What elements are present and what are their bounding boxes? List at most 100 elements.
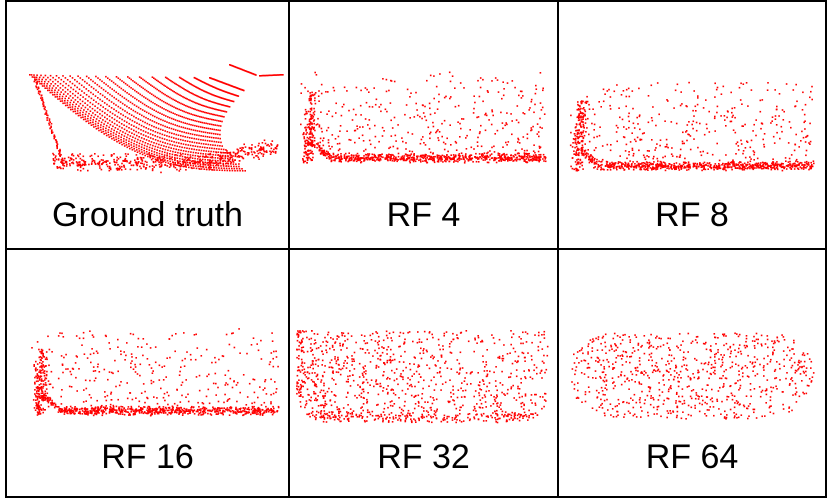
point (181, 110, 184, 112)
point (399, 158, 402, 161)
point (692, 109, 694, 112)
point (755, 119, 757, 121)
point (323, 151, 326, 154)
point (616, 84, 618, 86)
point (173, 137, 175, 139)
point (439, 157, 442, 160)
point (161, 113, 163, 115)
point (271, 74, 273, 77)
point (222, 110, 225, 112)
point (56, 96, 58, 98)
point (193, 101, 196, 104)
point (117, 163, 119, 166)
point (700, 164, 702, 167)
point (680, 166, 682, 169)
point (220, 165, 222, 167)
point (596, 168, 599, 170)
point (573, 168, 575, 171)
point (625, 88, 628, 91)
point (638, 115, 641, 118)
point (106, 98, 108, 100)
point (218, 115, 220, 117)
point (128, 137, 131, 140)
point (542, 87, 544, 90)
point (343, 154, 346, 156)
point (689, 148, 692, 151)
point (248, 153, 250, 155)
point (167, 407, 170, 409)
point (135, 161, 137, 163)
point (166, 152, 169, 154)
point (120, 136, 122, 139)
point (72, 161, 74, 164)
point (688, 81, 690, 84)
point (236, 66, 238, 69)
point (188, 159, 191, 161)
point (146, 396, 148, 399)
point (71, 409, 74, 412)
point (628, 95, 631, 98)
point (453, 161, 455, 163)
point (762, 138, 764, 141)
point (661, 166, 664, 169)
point (197, 95, 200, 98)
point (260, 75, 262, 77)
point (162, 100, 165, 103)
point (482, 156, 485, 159)
point (711, 153, 714, 156)
point (182, 152, 184, 155)
point (187, 144, 190, 146)
point (445, 95, 447, 98)
point (64, 86, 67, 89)
point (236, 155, 239, 158)
point (72, 97, 74, 99)
point (132, 80, 134, 82)
point (259, 386, 261, 388)
point (760, 165, 762, 168)
point (196, 145, 199, 148)
point (593, 113, 596, 116)
point (36, 88, 39, 91)
point (776, 168, 779, 171)
panel-rf-4: RF 4 (290, 2, 559, 250)
point (217, 162, 220, 165)
point (510, 157, 513, 159)
point (332, 152, 335, 155)
point (211, 147, 213, 150)
point (52, 85, 55, 87)
point (182, 135, 184, 138)
point (275, 74, 278, 76)
point (411, 150, 414, 153)
point (232, 161, 235, 163)
point (159, 132, 161, 135)
point (356, 152, 359, 155)
point (498, 160, 501, 162)
point (636, 160, 638, 163)
point (190, 151, 192, 153)
point (127, 76, 129, 78)
point (139, 139, 142, 142)
point (104, 108, 107, 110)
point (140, 411, 143, 414)
point (95, 350, 98, 353)
point (682, 131, 684, 134)
point (705, 99, 707, 101)
point (38, 80, 41, 83)
point (260, 339, 262, 342)
point (802, 168, 805, 170)
point (585, 155, 588, 157)
point (74, 99, 77, 101)
point (487, 156, 490, 158)
point (185, 80, 188, 83)
point (36, 83, 38, 85)
point (233, 151, 235, 154)
point (186, 136, 189, 139)
point (169, 143, 171, 146)
point (223, 167, 225, 170)
point (222, 97, 225, 100)
point (161, 99, 163, 102)
point (199, 159, 201, 161)
point (788, 121, 791, 123)
point (740, 139, 742, 142)
point (59, 152, 61, 154)
